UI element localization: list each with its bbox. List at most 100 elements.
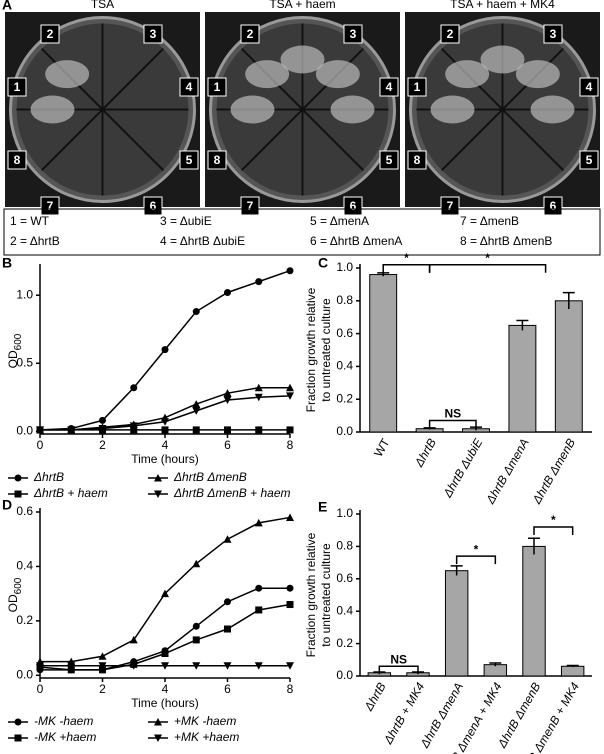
y-tick-label: 0.4 [336, 359, 353, 373]
bar [444, 570, 469, 677]
marker [161, 650, 169, 658]
plate-number: 4 [186, 80, 193, 94]
growth [515, 60, 560, 89]
marker [254, 383, 263, 392]
panel-label: C [318, 255, 328, 271]
marker [98, 652, 107, 660]
significance-label: NS [390, 652, 407, 666]
marker [286, 662, 294, 670]
y-axis-label-main: OD [6, 350, 20, 368]
plate-number: 2 [247, 27, 254, 41]
growth [45, 60, 90, 89]
y-tick-label: 0.8 [336, 293, 353, 307]
y-tick-label: 0.0 [16, 423, 33, 437]
plate-number-box [407, 77, 427, 97]
marker [223, 662, 232, 670]
plate-number: 3 [550, 27, 557, 41]
x-axis-label: Time (hours) [131, 452, 199, 466]
marker [161, 662, 169, 670]
y-tick-label: 0.4 [336, 603, 353, 617]
legend-marker [154, 490, 162, 498]
y-tick-label: 0.6 [336, 326, 353, 340]
marker [130, 384, 138, 392]
legend-box [3, 208, 601, 256]
y-tick-label: 0.0 [336, 668, 353, 682]
legend-marker [14, 474, 22, 482]
plate-number: 7 [447, 199, 454, 213]
significance-label: NS [444, 407, 461, 421]
marker [254, 393, 263, 402]
legend-marker [14, 718, 22, 726]
x-tick-label: WT [371, 436, 393, 460]
growth [480, 45, 525, 74]
legend-label: ΔhrtB ΔmenB [173, 470, 247, 484]
plate-number: 6 [550, 199, 557, 213]
marker [286, 601, 294, 609]
plate-number: 1 [14, 80, 21, 94]
plate-number-box [179, 150, 199, 170]
y-tick-label: 0.0 [336, 424, 353, 438]
error-bar [562, 291, 575, 309]
plate-number-box [7, 150, 27, 170]
marker [286, 267, 294, 275]
plate-number: 6 [350, 199, 357, 213]
y-tick-label: 0.2 [16, 613, 33, 627]
legend-entry: 2 = ΔhrtB [10, 234, 60, 248]
plate-number: 5 [586, 153, 593, 167]
plate-number: 7 [47, 199, 54, 213]
legend-label: ΔhrtB ΔmenB + haem [173, 486, 290, 500]
plate-number-box [379, 77, 399, 97]
plate-number: 6 [150, 199, 157, 213]
y-tick-label: 0.4 [16, 559, 33, 573]
plate-number: 4 [586, 80, 593, 94]
legend-entry: 4 = ΔhrtB ΔubiE [160, 234, 245, 248]
plate-number: 4 [386, 80, 393, 94]
bar [554, 300, 583, 433]
marker [223, 396, 232, 404]
marker [192, 308, 200, 316]
legend-entry: 8 = ΔhrtB ΔmenB [460, 234, 552, 248]
marker [192, 400, 201, 408]
marker [99, 416, 106, 424]
plate-number-box [207, 150, 227, 170]
marker [130, 426, 138, 434]
plate-number-box [343, 196, 363, 216]
plate-number-box [143, 24, 163, 44]
marker [286, 584, 294, 592]
growth [430, 95, 475, 124]
y-tick-label: 0.6 [336, 571, 353, 585]
legend-entry: 6 = ΔhrtB ΔmenA [310, 234, 402, 248]
legend-marker [154, 734, 162, 742]
y-axis-label: to untreated culture [319, 298, 333, 402]
legend-label: -MK -haem [34, 714, 93, 728]
plate-number-box [579, 77, 599, 97]
marker [161, 346, 169, 354]
marker [223, 535, 232, 543]
series-line [40, 587, 290, 671]
growth [315, 60, 360, 89]
marker [192, 559, 201, 568]
x-tick-label: 6 [224, 682, 231, 696]
marker [224, 598, 231, 606]
y-tick-label: 0.8 [336, 539, 353, 553]
marker [192, 407, 201, 415]
marker [67, 666, 75, 674]
significance-label: * [485, 251, 490, 265]
plate-number: 8 [14, 153, 21, 167]
y-axis-label-subscript: 600 [13, 577, 24, 594]
marker [161, 418, 169, 426]
plate-number: 5 [386, 153, 393, 167]
plate-number: 2 [47, 27, 54, 41]
legend-marker [14, 734, 22, 742]
bar [369, 274, 398, 433]
bar [522, 545, 546, 677]
significance-bracket [382, 263, 431, 273]
sector-line [40, 47, 165, 172]
plate-number: 1 [214, 80, 221, 94]
marker [286, 392, 294, 400]
x-tick-label: 0 [37, 438, 44, 452]
error-bar [566, 664, 579, 668]
plate-number: 3 [350, 27, 357, 41]
